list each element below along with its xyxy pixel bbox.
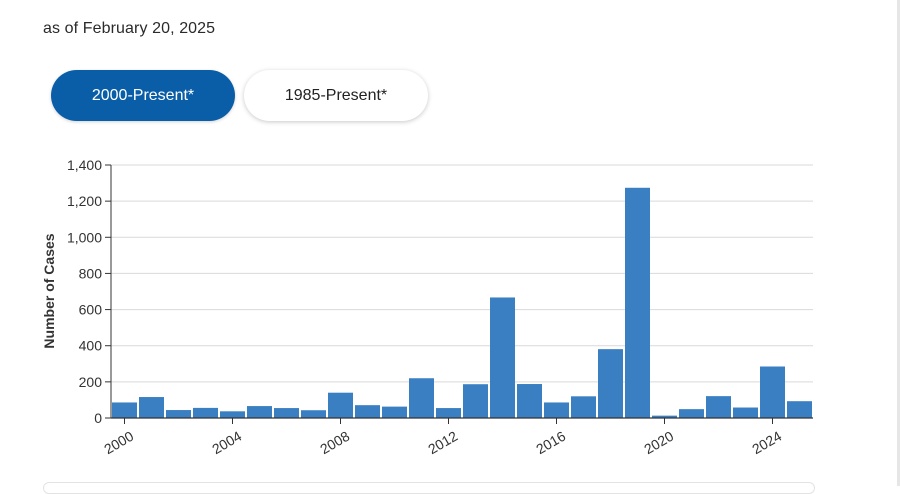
bar-2000[interactable] — [112, 402, 137, 418]
bar-2019[interactable] — [625, 187, 650, 418]
bar-2009[interactable] — [355, 405, 380, 418]
bar-2001[interactable] — [139, 397, 164, 418]
bar-2005[interactable] — [247, 406, 272, 418]
bar-2006[interactable] — [274, 408, 299, 418]
bar-2007[interactable] — [301, 410, 326, 418]
bar-2011[interactable] — [409, 378, 434, 418]
bar-2014[interactable] — [490, 297, 515, 418]
bar-2018[interactable] — [598, 349, 623, 418]
y-tick-label: 600 — [79, 302, 103, 318]
y-tick-label: 1,000 — [67, 229, 102, 245]
bar-2017[interactable] — [571, 396, 596, 418]
y-tick-label: 1,400 — [67, 157, 102, 173]
y-tick-label: 200 — [79, 374, 103, 390]
bar-2004[interactable] — [220, 411, 245, 418]
toggle-2000-present-button[interactable]: 2000-Present* — [51, 70, 235, 121]
x-tick-label: 2004 — [209, 428, 244, 458]
x-tick-label: 2012 — [425, 428, 460, 458]
bar-2002[interactable] — [166, 410, 191, 418]
y-tick-label: 800 — [79, 265, 103, 281]
x-tick-label: 2008 — [317, 428, 352, 458]
bar-2008[interactable] — [328, 392, 353, 418]
bar-2016[interactable] — [544, 402, 569, 418]
bar-2020[interactable] — [652, 415, 677, 418]
bar-2025[interactable] — [787, 401, 812, 418]
bar-2024[interactable] — [760, 366, 785, 418]
toggle-1985-present-button[interactable]: 1985-Present* — [244, 70, 428, 121]
bar-2022[interactable] — [706, 396, 731, 418]
bar-2015[interactable] — [517, 384, 542, 418]
y-tick-label: 400 — [79, 338, 103, 354]
x-axis: 2000 2004 2008 2012 2016 2020 2024 — [101, 417, 813, 458]
bottom-card — [43, 482, 815, 494]
bar-2023[interactable] — [733, 407, 758, 418]
y-axis-ticks: 0 200 400 600 800 1,000 1,200 1,400 — [67, 157, 112, 426]
as-of-date: as of February 20, 2025 — [43, 20, 216, 37]
bar-2012[interactable] — [436, 408, 461, 418]
bars — [112, 187, 812, 418]
y-axis-label: Number of Cases — [41, 233, 57, 348]
bar-2003[interactable] — [193, 407, 218, 418]
bar-2010[interactable] — [382, 406, 407, 418]
y-tick-label: 0 — [94, 410, 102, 426]
bar-2021[interactable] — [679, 409, 704, 418]
bar-2013[interactable] — [463, 384, 488, 418]
y-tick-label: 1,200 — [67, 193, 102, 209]
gridlines — [111, 164, 813, 383]
x-tick-label: 2016 — [533, 428, 568, 458]
x-tick-label: 2024 — [749, 428, 784, 458]
x-tick-label: 2000 — [101, 428, 136, 458]
window-edge — [897, 0, 900, 486]
x-tick-label: 2020 — [641, 428, 676, 458]
